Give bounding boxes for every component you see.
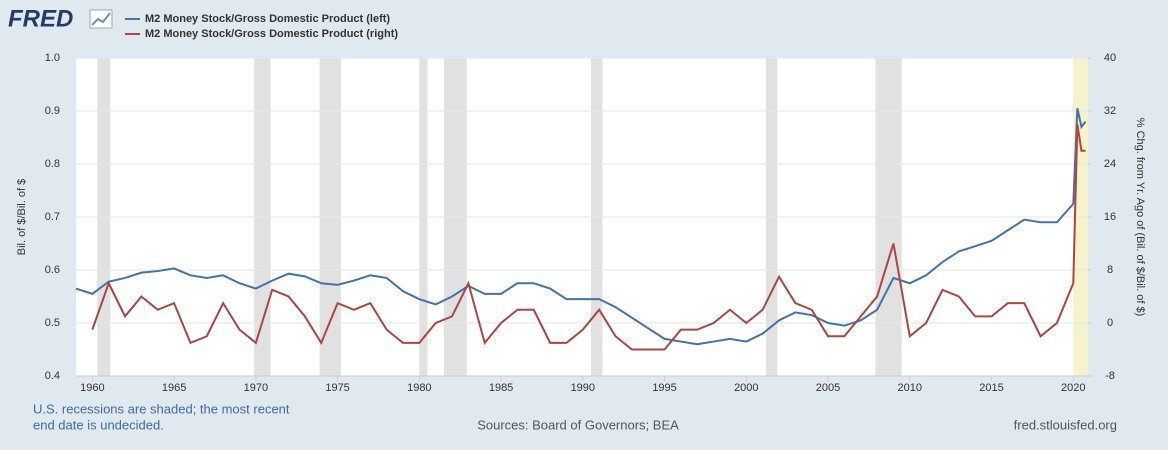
logo-icon [89, 9, 113, 29]
logo: FRED [8, 5, 73, 32]
x-tick-label: 2000 [734, 382, 758, 394]
y2-tick-label: 8 [1107, 264, 1113, 276]
legend-label: M2 Money Stock/Gross Domestic Product (r… [145, 28, 398, 40]
x-tick-label: 1970 [244, 382, 268, 394]
y-tick-label: 0.5 [45, 317, 60, 329]
series-line [91, 124, 1086, 351]
x-tick-label: 2005 [816, 382, 840, 394]
note: end date is undecided. [33, 417, 164, 432]
y-tick-label: 0.8 [45, 158, 60, 170]
y-axis-label: Bil. of $/Bil. of $ [16, 179, 28, 255]
y2-axis-label: % Chg. from Yr. Ago of (Bil. of $/Bil. o… [1134, 118, 1146, 317]
x-tick-label: 1990 [571, 382, 595, 394]
y2-tick-label: -8 [1105, 370, 1115, 382]
note: U.S. recessions are shaded; the most rec… [33, 401, 290, 416]
y2-tick-label: 24 [1104, 158, 1116, 170]
site: fred.stlouisfed.org [1014, 417, 1117, 432]
source: Sources: Board of Governors; BEA [477, 417, 679, 432]
logo-icon-line [91, 12, 111, 26]
x-tick-label: 2015 [979, 382, 1003, 394]
y2-tick-label: 32 [1104, 105, 1116, 117]
x-tick-label: 1980 [407, 382, 431, 394]
y-tick-label: 0.9 [45, 105, 60, 117]
x-tick-label: 1995 [652, 382, 676, 394]
x-tick-label: 1965 [162, 382, 186, 394]
y-tick-label: 0.7 [45, 211, 60, 223]
x-tick-label: 2010 [898, 382, 922, 394]
y-tick-label: 0.6 [45, 264, 60, 276]
x-tick-label: 1985 [489, 382, 513, 394]
series-line [75, 108, 1087, 346]
y2-tick-label: 40 [1104, 52, 1116, 64]
y2-tick-label: 16 [1104, 211, 1116, 223]
y2-tick-label: 0 [1107, 317, 1113, 329]
legend-label: M2 Money Stock/Gross Domestic Product (l… [145, 13, 390, 25]
y-tick-label: 0.4 [45, 370, 60, 382]
x-tick-label: 2020 [1061, 382, 1085, 394]
x-tick-label: 1975 [325, 382, 349, 394]
y-tick-label: 1.0 [45, 52, 60, 64]
x-tick-label: 1960 [80, 382, 104, 394]
